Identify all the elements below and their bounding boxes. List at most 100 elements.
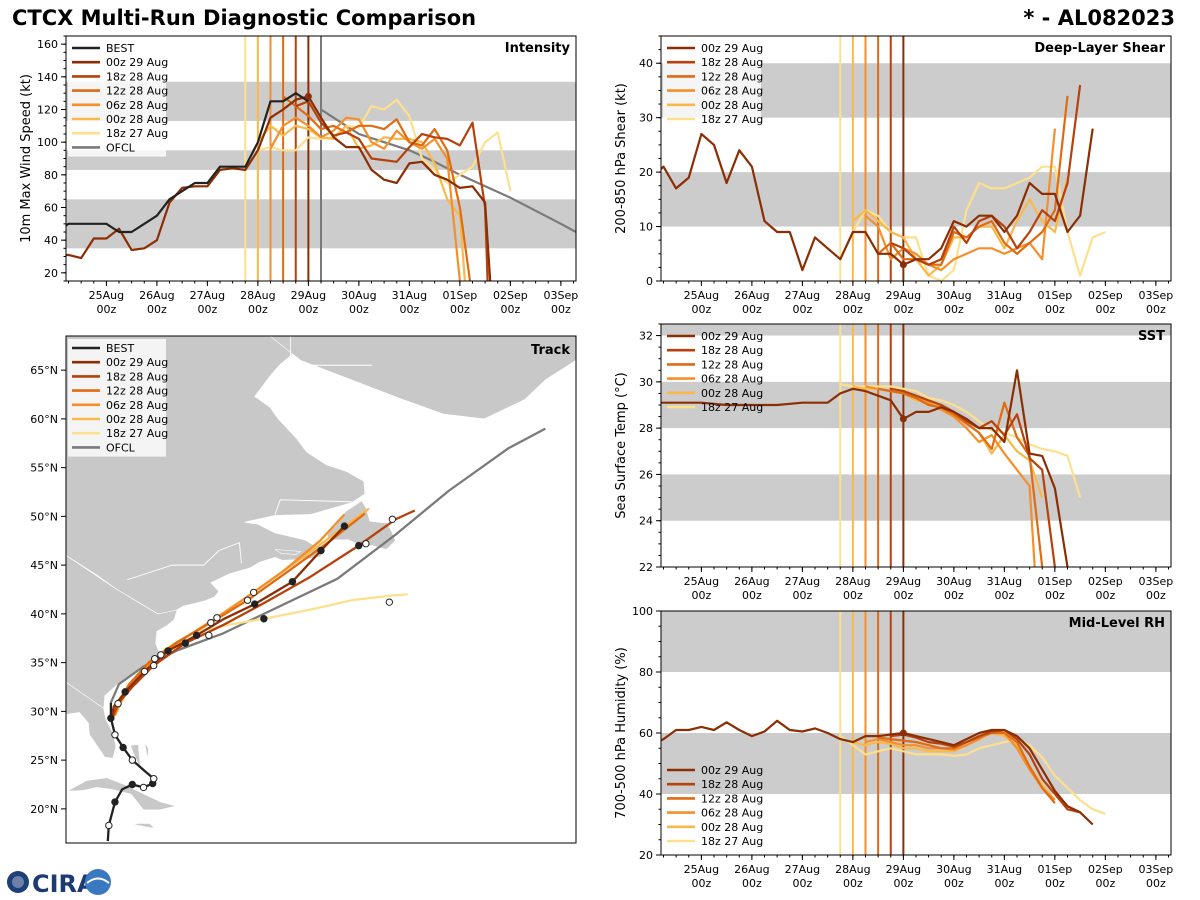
land-4 [274, 549, 302, 555]
lat-tick-label: 55°N [30, 462, 58, 475]
x-tick-label: 26Aug [734, 863, 769, 876]
legend-label-12z-28-aug: 12z 28 Aug [106, 85, 168, 98]
x-tick-label: 26Aug [139, 289, 174, 302]
x-tick-label: 00z [792, 303, 812, 316]
band-1 [661, 611, 1171, 672]
x-tick-label: 29Aug [886, 575, 921, 588]
track-marker [243, 596, 252, 604]
legend-label-00z-28-aug: 00z 28 Aug [701, 387, 763, 400]
legend-label-best: BEST [106, 342, 134, 355]
track-marker [157, 651, 165, 659]
land-11 [269, 336, 576, 420]
x-tick-label: 00z [500, 303, 520, 316]
x-tick-label: 30Aug [936, 575, 971, 588]
x-tick-label: 00z [450, 303, 470, 316]
track-marker [205, 631, 213, 640]
track-marker [114, 699, 122, 708]
x-tick-label: 26Aug [734, 289, 769, 302]
x-tick-label: 27Aug [785, 575, 820, 588]
y-tick-label: 28 [639, 422, 653, 435]
init-marker [899, 261, 907, 269]
series-06z-28-aug [269, 116, 461, 281]
y-axis-label: 10m Max Wind Speed (kt) [19, 74, 34, 243]
intensity-chart: 2040608010012014016025Aug00z26Aug00z27Au… [19, 35, 578, 316]
x-tick-label: 28Aug [835, 289, 870, 302]
x-tick-label: 27Aug [190, 289, 225, 302]
y-tick-label: 10 [639, 221, 653, 234]
legend-label-12z-28-aug: 12z 28 Aug [106, 385, 168, 398]
x-tick-label: 00z [742, 589, 762, 602]
x-tick-label: 00z [399, 303, 419, 316]
x-tick-label: 30Aug [341, 289, 376, 302]
lat-tick-label: 65°N [30, 364, 58, 377]
x-tick-label: 00z [893, 303, 913, 316]
legend-label-00z-28-aug: 00z 28 Aug [701, 99, 763, 112]
series-12z-28-aug [282, 95, 472, 281]
x-tick-label: 00z [97, 303, 117, 316]
y-tick-label: 60 [639, 727, 653, 740]
chart-title: Deep-Layer Shear [1034, 41, 1165, 56]
legend-label-06z-28-aug: 06z 28 Aug [701, 373, 763, 386]
plot-area [661, 324, 1171, 567]
series-18z-28-aug [890, 84, 1082, 266]
track-marker [128, 780, 137, 789]
y-tick-label: 80 [639, 666, 653, 679]
track-marker [140, 667, 149, 676]
series-00z-29-aug [661, 719, 1094, 826]
y-tick-label: 30 [639, 376, 653, 389]
init-marker [899, 415, 907, 423]
legend-label-18z-28-aug: 18z 28 Aug [106, 70, 168, 83]
track-marker [139, 783, 148, 792]
track-marker [150, 774, 158, 783]
x-tick-label: 00z [349, 303, 369, 316]
land-9 [154, 758, 163, 771]
y-tick-label: 20 [44, 267, 58, 280]
track-marker [249, 588, 258, 597]
chart-title: SST [1138, 329, 1165, 344]
track-marker [105, 821, 113, 830]
y-tick-label: 140 [37, 71, 58, 84]
x-tick-label: 00z [893, 877, 913, 890]
track-map: 65°N 60°N 55°N 50°N 45°N 40°N 35°N 30°N 25°N 20°N… [30, 335, 577, 844]
track-marker [388, 515, 397, 524]
x-tick-label: 01Sep [1037, 575, 1072, 588]
x-tick-label: 03Sep [1138, 289, 1173, 302]
x-tick-label: 00z [1045, 303, 1065, 316]
x-tick-label: 29Aug [291, 289, 326, 302]
x-tick-label: 31Aug [987, 575, 1022, 588]
init-marker [899, 729, 907, 737]
x-tick-label: 28Aug [240, 289, 275, 302]
track-marker [111, 731, 119, 739]
x-tick-label: 25Aug [684, 575, 719, 588]
border-nunavut [289, 336, 372, 366]
legend-label-18z-27-aug: 18z 27 Aug [701, 835, 763, 848]
series-00z-29-aug [66, 95, 492, 281]
series-06z-28-aug [865, 728, 1056, 801]
x-tick-label: 00z [298, 303, 318, 316]
x-tick-label: 03Sep [1138, 575, 1173, 588]
y-tick-label: 120 [37, 104, 58, 117]
x-tick-label: 30Aug [936, 289, 971, 302]
storm-id-label: * - AL082023 [1023, 6, 1175, 30]
track-marker [181, 639, 190, 647]
series-18z-27-aug [244, 98, 512, 192]
x-tick-label: 00z [742, 303, 762, 316]
track-marker [288, 578, 297, 586]
x-tick-label: 00z [994, 589, 1014, 602]
legend-label-00z-28-aug: 00z 28 Aug [106, 413, 168, 426]
legend-label-18z-27-aug: 18z 27 Aug [106, 427, 168, 440]
x-tick-label: 02Sep [1088, 575, 1123, 588]
y-tick-label: 40 [639, 788, 653, 801]
x-tick-label: 26Aug [734, 575, 769, 588]
land-1 [66, 681, 117, 759]
x-tick-label: 00z [944, 589, 964, 602]
track-marker [213, 614, 221, 622]
legend-label-00z-29-aug: 00z 29 Aug [701, 764, 763, 777]
series-18z-28-aug [890, 728, 1081, 814]
x-tick-label: 00z [843, 303, 863, 316]
x-tick-label: 00z [994, 303, 1014, 316]
legend-label-12z-28-aug: 12z 28 Aug [701, 358, 763, 371]
legend-label-06z-28-aug: 06z 28 Aug [701, 85, 763, 98]
